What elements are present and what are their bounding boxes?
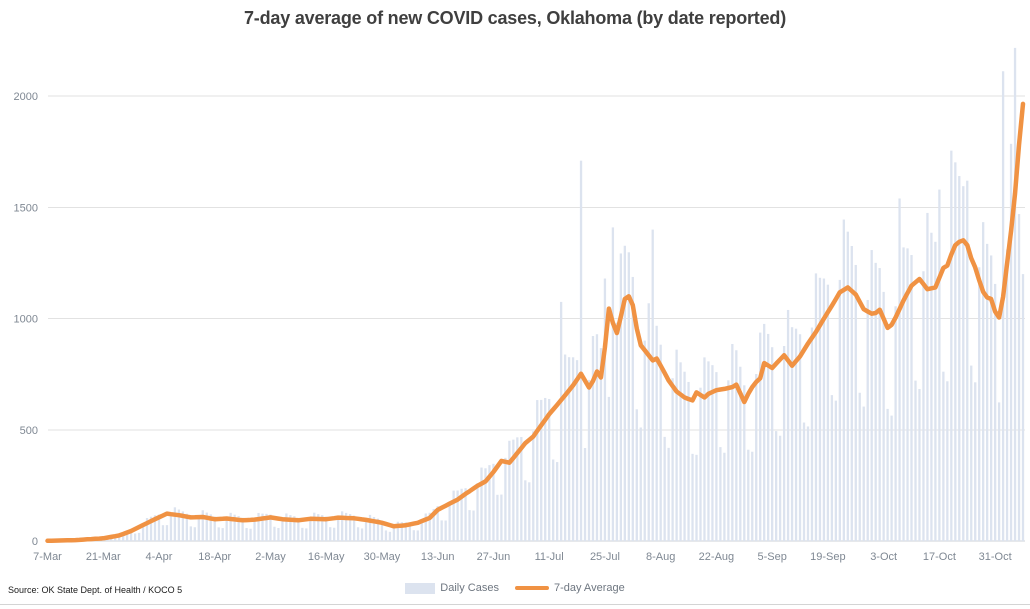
x-axis-tick-label: 22-Aug xyxy=(699,551,734,563)
seven-day-average-line xyxy=(45,101,1026,544)
y-axis-tick-label: 500 xyxy=(20,425,38,437)
x-axis-tick-label: 5-Sep xyxy=(757,551,786,563)
legend-item-7day-average: 7-day Average xyxy=(514,582,625,594)
chart-legend: Daily Cases 7-day Average xyxy=(0,579,1030,597)
x-axis-tick-label: 27-Jun xyxy=(477,551,511,563)
chart-title: 7-day average of new COVID cases, Oklaho… xyxy=(244,8,786,28)
x-axis-tick-label: 11-Jul xyxy=(535,551,564,563)
x-axis-tick-label: 7-Mar xyxy=(33,551,62,563)
source-note: Source: OK State Dept. of Health / KOCO … xyxy=(8,585,183,595)
x-axis-tick-label: 16-May xyxy=(308,551,345,563)
x-axis-tick-label: 25-Jul xyxy=(590,551,620,563)
y-axis-tick-label: 1500 xyxy=(14,202,38,214)
x-axis-tick-label: 31-Oct xyxy=(979,551,1012,563)
x-axis-tick-label: 13-Jun xyxy=(421,551,455,563)
legend-item-daily-cases: Daily Cases xyxy=(405,582,499,594)
y-axis-tick-label: 2000 xyxy=(14,91,38,103)
x-axis-tick-label: 4-Apr xyxy=(146,551,173,563)
x-axis-tick-label: 30-May xyxy=(364,551,401,563)
daily-cases-swatch-icon xyxy=(405,582,436,594)
bottom-divider xyxy=(0,604,1030,605)
gridlines: 0 500 1000 1500 2000 xyxy=(14,91,1025,548)
average-line-swatch-icon xyxy=(514,586,549,590)
x-axis-tick-label: 19-Sep xyxy=(810,551,845,563)
daily-cases-bars xyxy=(58,47,1025,542)
x-axis-tick-label: 18-Apr xyxy=(198,551,231,563)
x-axis-tick-label: 3-Oct xyxy=(870,551,897,563)
y-axis-tick-label: 0 xyxy=(32,536,38,548)
legend-label-daily-cases: Daily Cases xyxy=(440,582,499,594)
x-axis-tick-label: 17-Oct xyxy=(923,551,956,563)
x-axis-tick-labels: 7-Mar 21-Mar 4-Apr 18-Apr 2-May 16-May 30-May 1… xyxy=(33,551,1012,563)
x-axis-tick-label: 2-May xyxy=(255,551,286,563)
legend-label-7day-average: 7-day Average xyxy=(553,582,625,594)
y-axis-tick-label: 1000 xyxy=(14,314,38,326)
x-axis-tick-label: 8-Aug xyxy=(646,551,675,563)
x-axis-tick-label: 21-Mar xyxy=(86,551,121,563)
